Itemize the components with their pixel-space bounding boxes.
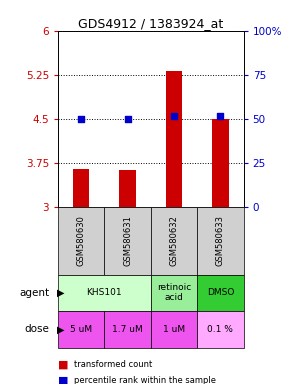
Text: ▶: ▶ bbox=[57, 288, 64, 298]
Bar bbox=[197, 311, 244, 348]
Bar bbox=[212, 119, 229, 207]
Text: GSM580632: GSM580632 bbox=[169, 215, 179, 266]
Text: GSM580633: GSM580633 bbox=[216, 215, 225, 266]
Bar bbox=[197, 275, 244, 311]
Text: agent: agent bbox=[19, 288, 49, 298]
Point bbox=[79, 116, 84, 122]
FancyBboxPatch shape bbox=[197, 207, 244, 275]
Text: DMSO: DMSO bbox=[207, 288, 234, 297]
Text: percentile rank within the sample: percentile rank within the sample bbox=[74, 376, 216, 384]
FancyBboxPatch shape bbox=[58, 207, 104, 275]
Bar bbox=[58, 311, 104, 348]
Text: 1.7 uM: 1.7 uM bbox=[112, 325, 143, 334]
Bar bbox=[166, 71, 182, 207]
Text: ■: ■ bbox=[58, 375, 68, 384]
Bar bbox=[151, 311, 197, 348]
FancyBboxPatch shape bbox=[151, 207, 197, 275]
Text: KHS101: KHS101 bbox=[87, 288, 122, 297]
Bar bbox=[73, 169, 89, 207]
Text: transformed count: transformed count bbox=[74, 360, 152, 369]
Bar bbox=[104, 311, 151, 348]
Title: GDS4912 / 1383924_at: GDS4912 / 1383924_at bbox=[78, 17, 223, 30]
Text: ■: ■ bbox=[58, 360, 68, 370]
Text: ▶: ▶ bbox=[57, 324, 64, 334]
Text: dose: dose bbox=[24, 324, 49, 334]
Text: 1 uM: 1 uM bbox=[163, 325, 185, 334]
Text: GSM580631: GSM580631 bbox=[123, 215, 132, 266]
FancyBboxPatch shape bbox=[104, 207, 151, 275]
Bar bbox=[151, 275, 197, 311]
Text: 5 uM: 5 uM bbox=[70, 325, 92, 334]
Bar bbox=[58, 275, 151, 311]
Text: 0.1 %: 0.1 % bbox=[207, 325, 233, 334]
Text: GSM580630: GSM580630 bbox=[77, 215, 86, 266]
Text: retinoic
acid: retinoic acid bbox=[157, 283, 191, 302]
Point bbox=[125, 116, 130, 122]
Point bbox=[218, 113, 223, 119]
Bar bbox=[119, 170, 136, 207]
Point bbox=[172, 113, 176, 119]
